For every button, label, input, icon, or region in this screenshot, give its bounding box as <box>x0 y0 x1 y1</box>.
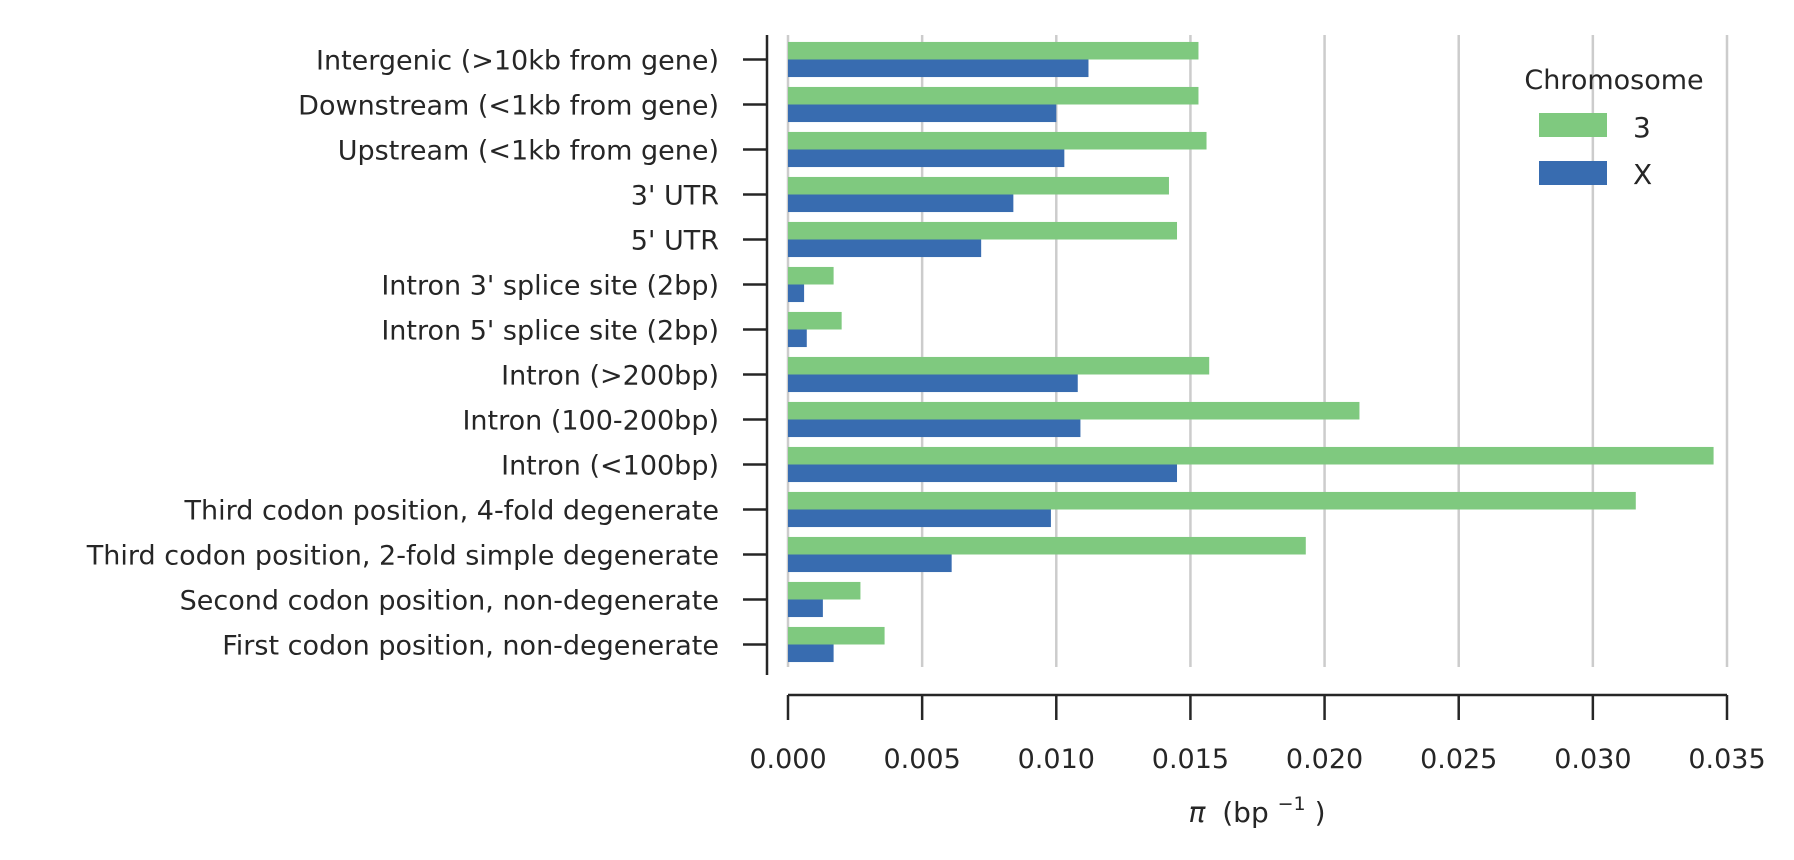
bar-chrx <box>788 644 834 663</box>
category-label: 5' UTR <box>631 226 719 257</box>
bar-chr3 <box>788 176 1169 195</box>
bar-chr3 <box>788 356 1210 375</box>
category-label: Intron (>200bp) <box>501 361 719 392</box>
bar-chrx <box>788 554 952 573</box>
x-tick-labels: 0.000 0.005 0.010 0.015 0.020 0.025 0.030 0.035 <box>749 744 1765 775</box>
bar-chrx <box>788 419 1081 438</box>
category-label: Third codon position, 4-fold degenerate <box>183 496 719 527</box>
legend-label-3: 3 <box>1633 111 1651 144</box>
bar-chr3 <box>788 581 861 600</box>
bar-chr3 <box>788 491 1636 510</box>
x-tick-label: 0.025 <box>1420 744 1497 775</box>
x-tick-label: 0.035 <box>1688 744 1765 775</box>
bar-chr3 <box>788 266 834 285</box>
bar-chr3 <box>788 626 885 645</box>
x-tick-label: 0.020 <box>1286 744 1363 775</box>
category-label: Intron 3' splice site (2bp) <box>381 271 719 302</box>
category-label: Downstream (<1kb from gene) <box>298 91 719 122</box>
bar-chr3 <box>788 311 842 330</box>
bar-chrx <box>788 149 1065 168</box>
legend-title: Chromosome <box>1524 65 1703 96</box>
category-label: Upstream (<1kb from gene) <box>338 136 719 167</box>
bar-chrx <box>788 194 1014 213</box>
category-label: First codon position, non-degenerate <box>222 631 719 662</box>
bar-chr3 <box>788 221 1178 240</box>
bar-chrx <box>788 104 1057 123</box>
bar-chrx <box>788 239 982 258</box>
legend-swatch-3 <box>1539 113 1607 137</box>
bar-chr3 <box>788 536 1306 555</box>
legend: Chromosome 3 X <box>1524 65 1703 191</box>
bar-chrx <box>788 509 1051 528</box>
bar-chrx <box>788 464 1178 483</box>
category-label: Intron 5' splice site (2bp) <box>381 316 719 347</box>
x-axis <box>786 693 1729 720</box>
category-label: Intron (100-200bp) <box>462 406 719 437</box>
category-label: Intergenic (>10kb from gene) <box>316 46 719 77</box>
bar-chrx <box>788 329 807 348</box>
bar-chrx <box>788 374 1078 393</box>
category-label: Third codon position, 2-fold simple dege… <box>86 541 719 572</box>
bar-chrx <box>788 284 805 303</box>
category-label: Intron (<100bp) <box>501 451 719 482</box>
bars <box>788 41 1714 663</box>
bar-chr3 <box>788 86 1199 105</box>
x-axis-label-unit: (bp <box>1222 796 1268 829</box>
category-label: Second codon position, non-degenerate <box>180 586 719 617</box>
x-axis-label: π (bp −1 ) <box>1188 784 1325 829</box>
x-axis-label-exponent: −1 <box>1278 793 1306 815</box>
x-tick-label: 0.000 <box>749 744 826 775</box>
y-axis <box>743 35 769 675</box>
legend-label-x: X <box>1633 158 1652 191</box>
bar-chr3 <box>788 401 1360 420</box>
bar-chr3 <box>788 446 1714 465</box>
category-labels: Intergenic (>10kb from gene) Downstream (… <box>86 46 719 662</box>
x-tick-label: 0.010 <box>1018 744 1095 775</box>
x-axis-label-symbol: π <box>1188 796 1206 829</box>
bar-chrx <box>788 599 823 618</box>
x-tick-label: 0.015 <box>1152 744 1229 775</box>
bar-chrx <box>788 59 1089 78</box>
legend-swatch-x <box>1539 161 1607 185</box>
category-label: 3' UTR <box>631 181 719 212</box>
bar-chr3 <box>788 41 1199 60</box>
x-tick-label: 0.005 <box>883 744 960 775</box>
bar-chr3 <box>788 131 1207 150</box>
x-tick-label: 0.030 <box>1554 744 1631 775</box>
x-axis-label-close: ) <box>1315 796 1326 829</box>
